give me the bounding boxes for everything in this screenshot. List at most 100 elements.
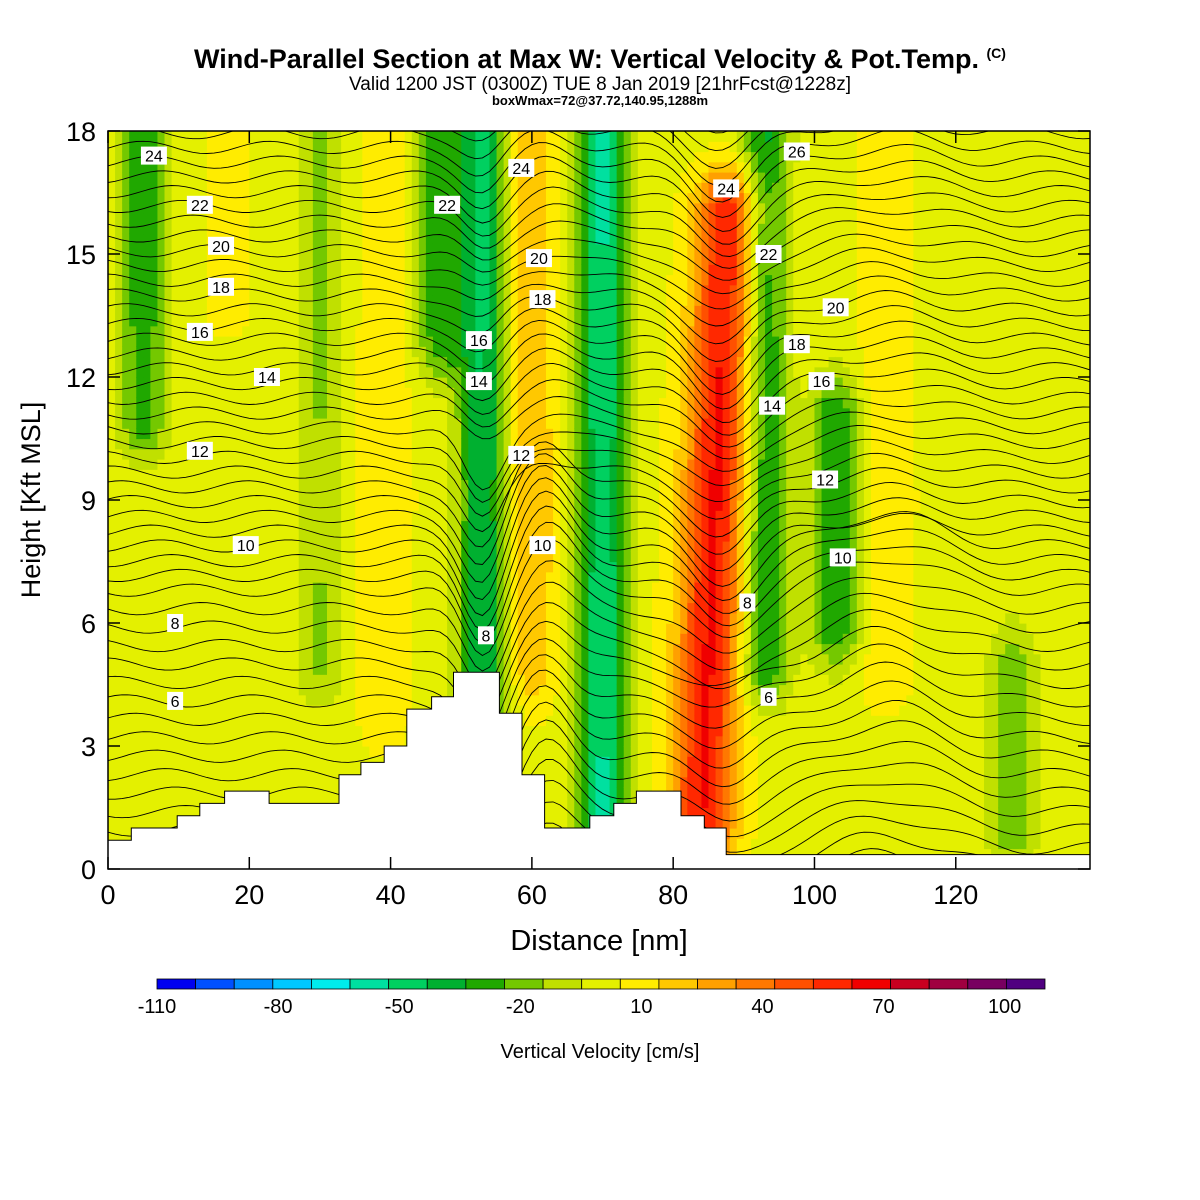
field-cell	[454, 151, 462, 163]
field-cell	[581, 694, 590, 706]
field-cell	[284, 623, 293, 634]
field-cell	[334, 254, 342, 265]
field-cell	[221, 346, 229, 358]
field-cell	[425, 602, 434, 614]
field-cell	[425, 315, 434, 327]
field-cell	[150, 479, 159, 491]
field-cell	[461, 243, 469, 255]
field-cell	[284, 633, 293, 645]
field-cell	[369, 336, 378, 347]
field-cell	[249, 582, 257, 593]
field-cell	[305, 346, 314, 358]
field-cell	[150, 705, 159, 716]
field-cell	[560, 489, 568, 501]
field-cell	[206, 172, 215, 183]
field-cell	[291, 141, 300, 153]
field-cell	[319, 438, 328, 450]
field-cell	[546, 705, 554, 716]
field-cell	[270, 131, 279, 142]
field-cell	[213, 643, 222, 655]
field-cell	[298, 541, 307, 552]
field-cell	[213, 766, 222, 778]
field-cell	[291, 664, 300, 675]
field-cell	[475, 397, 484, 409]
field-cell	[560, 797, 568, 809]
field-cell	[432, 356, 441, 368]
field-cell	[383, 479, 392, 491]
field-cell	[524, 387, 533, 399]
field-cell	[425, 541, 434, 552]
field-cell	[461, 438, 469, 450]
field-cell	[546, 735, 554, 747]
field-cell	[489, 305, 498, 317]
field-cell	[383, 612, 392, 624]
field-cell	[235, 623, 243, 634]
field-cell	[390, 284, 399, 296]
field-cell	[284, 500, 293, 511]
field-cell	[411, 653, 420, 665]
field-cell	[291, 592, 300, 604]
field-cell	[256, 202, 265, 214]
field-cell	[432, 561, 441, 573]
field-cell	[574, 325, 582, 337]
field-cell	[404, 643, 413, 655]
field-cell	[270, 243, 279, 255]
field-cell	[270, 633, 279, 645]
field-cell	[574, 243, 582, 255]
field-cell	[242, 664, 250, 675]
field-cell	[319, 397, 328, 409]
field-cell	[305, 571, 314, 583]
field-cell	[454, 213, 462, 224]
field-cell	[447, 602, 455, 614]
field-cell	[574, 530, 582, 542]
field-cell	[440, 243, 448, 255]
field-cell	[588, 264, 597, 276]
field-cell	[150, 592, 159, 604]
field-cell	[206, 715, 215, 727]
field-cell	[397, 541, 406, 552]
field-cell	[192, 766, 201, 778]
field-cell	[164, 469, 173, 481]
field-cell	[355, 428, 363, 440]
field-cell	[496, 233, 505, 245]
field-cell	[298, 776, 307, 788]
field-cell	[327, 387, 335, 399]
field-cell	[482, 479, 491, 491]
field-cell	[341, 233, 349, 245]
field-cell	[178, 141, 187, 153]
field-cell	[228, 182, 236, 194]
field-cell	[221, 602, 229, 614]
field-cell	[489, 202, 498, 214]
field-cell	[235, 274, 243, 286]
field-cell	[164, 787, 173, 798]
field-cell	[305, 500, 314, 511]
field-cell	[376, 346, 385, 358]
field-cell	[249, 592, 257, 604]
field-cell	[312, 715, 321, 727]
field-cell	[213, 346, 222, 358]
field-cell	[595, 653, 604, 665]
field-cell	[256, 192, 265, 204]
field-cell	[588, 172, 597, 183]
field-cell	[136, 438, 144, 450]
field-cell	[298, 705, 307, 716]
field-cell	[115, 551, 123, 563]
field-cell	[355, 715, 363, 727]
field-cell	[411, 254, 420, 265]
field-cell	[468, 500, 476, 511]
field-cell	[489, 366, 498, 378]
field-cell	[206, 397, 215, 409]
field-cell	[553, 223, 561, 235]
field-cell	[524, 674, 533, 686]
field-cell	[263, 274, 272, 286]
field-cell	[334, 633, 342, 645]
field-cell	[206, 182, 215, 194]
field-cell	[588, 356, 597, 368]
field-cell	[369, 387, 378, 399]
field-cell	[468, 182, 476, 194]
field-cell	[228, 264, 236, 276]
field-cell	[524, 582, 533, 593]
field-cell	[122, 571, 130, 583]
field-cell	[334, 233, 342, 245]
field-cell	[454, 346, 462, 358]
